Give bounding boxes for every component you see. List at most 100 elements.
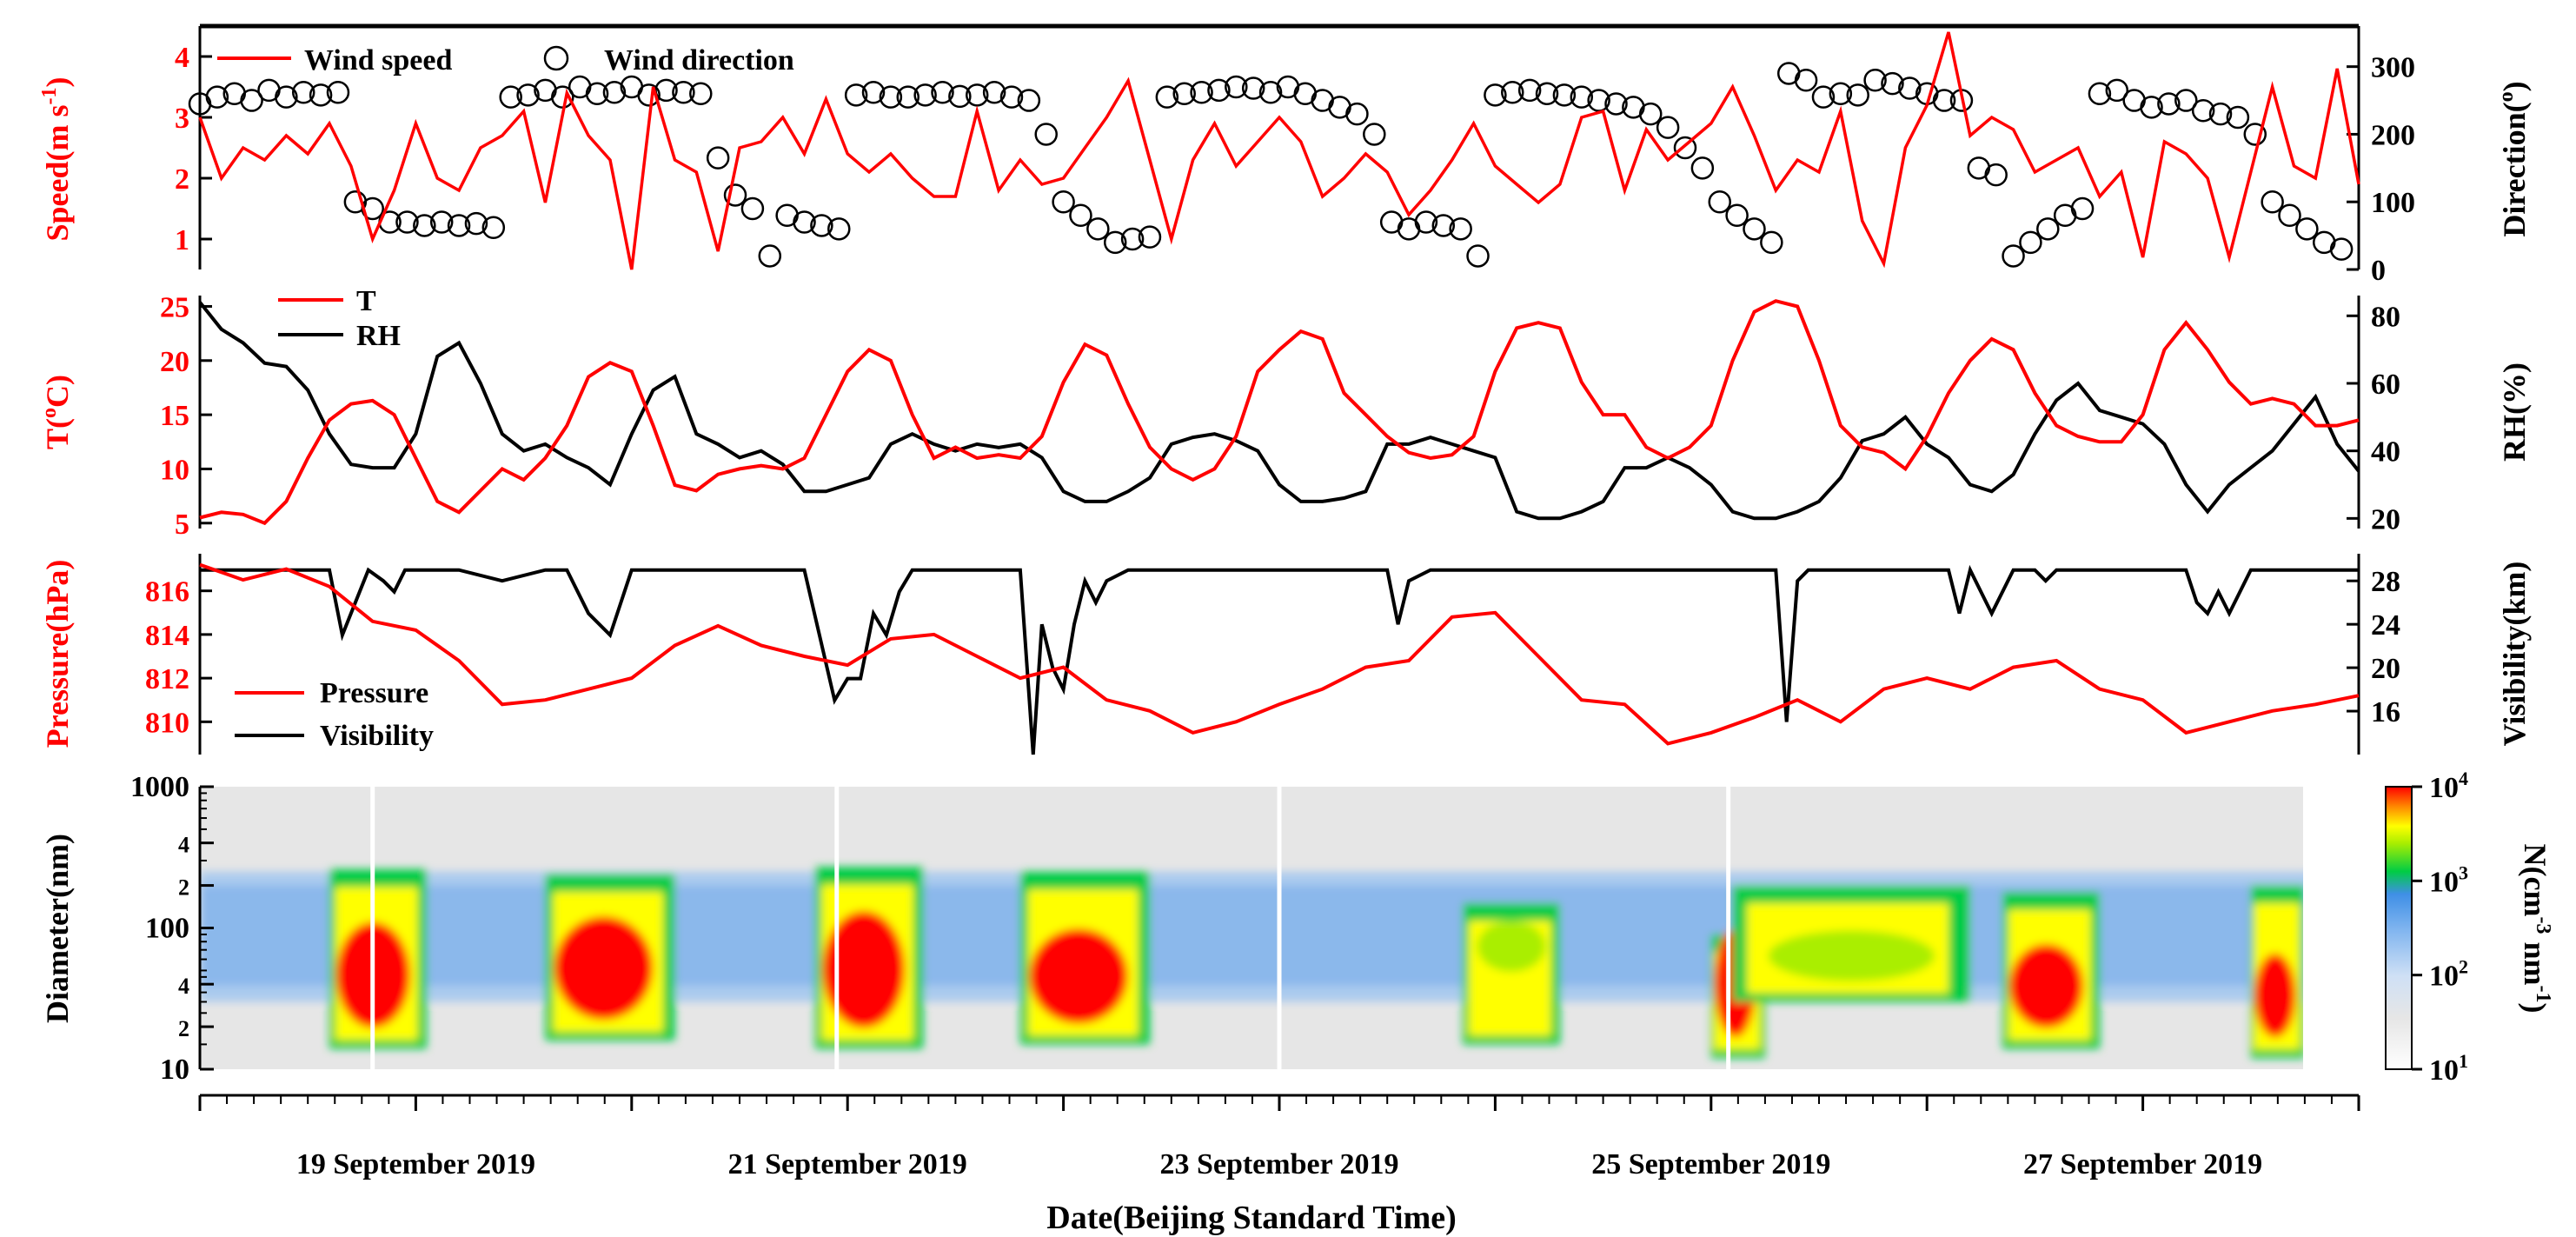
- diameter-tick-label: 4: [178, 833, 189, 858]
- wind-direction-point: [1535, 82, 1559, 106]
- panel-temperature-rh: 5 10 15 20 25 20 40 60 80 T RH T(oC) RH(%): [38, 285, 2532, 541]
- wind-direction-point: [1604, 92, 1628, 116]
- wind-direction-point: [2105, 78, 2129, 103]
- pressure-visibility-axes: 810 812 814 816 16 20 24 28: [145, 554, 2400, 755]
- rh-line: [198, 301, 2360, 521]
- wind-direction-point: [1708, 190, 1731, 214]
- wind-direction-point: [2036, 217, 2060, 241]
- date-tick-label: 23 September 2019: [1159, 1148, 1398, 1180]
- wind-direction-point: [861, 80, 886, 104]
- wind-direction-point: [1120, 227, 1145, 251]
- wind-direction-point: [793, 210, 816, 234]
- wind-direction-point: [1881, 71, 1904, 96]
- wind-direction-point: [1811, 85, 1836, 109]
- diameter-tick-label: 2: [178, 875, 189, 901]
- wind-direction-point: [602, 80, 627, 104]
- wind-direction-point: [1466, 244, 1490, 268]
- wind-direction-point: [672, 80, 695, 104]
- left-tick-label: 25: [160, 291, 189, 323]
- heatmap-cells: [200, 867, 2303, 1059]
- right-tick-label: 200: [2371, 119, 2415, 151]
- wind-direction-point: [723, 183, 747, 207]
- wind-direction-point: [1190, 80, 1213, 104]
- heatmap-gaps: [370, 787, 1731, 1069]
- wind-direction-point: [291, 80, 315, 104]
- legend-label-wind-direction: Wind direction: [604, 44, 794, 76]
- wind-left-axis-title: Speed(m s-1): [38, 76, 75, 241]
- wind-direction-point: [810, 214, 833, 237]
- wind-direction-point: [1794, 68, 1818, 92]
- event-lime: [1768, 930, 1935, 981]
- wind-direction-point: [896, 85, 920, 109]
- colorbar-scale: [2385, 786, 2413, 1070]
- colorbar-tick-label: 101: [2429, 1050, 2468, 1087]
- wind-direction-point: [827, 217, 851, 241]
- wind-direction-point: [395, 210, 419, 234]
- event-red: [554, 916, 654, 1021]
- event-red: [2008, 943, 2083, 1028]
- temp-left-axis-title: T(oC): [38, 375, 75, 449]
- wind-direction-point: [2019, 230, 2042, 255]
- event-red: [822, 910, 906, 1028]
- wind-direction-point: [2191, 98, 2215, 123]
- wind-direction-point: [1258, 80, 1283, 104]
- wind-legend: Wind speed Wind direction: [217, 44, 794, 76]
- legend-swatch-wind-direction: [543, 45, 569, 71]
- wind-axes: 1 2 3 4 0 100 200 300: [175, 26, 2415, 287]
- wind-direction-point: [240, 89, 263, 112]
- wind-direction-point: [2329, 237, 2354, 261]
- wind-direction-point: [706, 146, 730, 170]
- wind-direction-point: [1207, 78, 1231, 103]
- wind-speed-line: [198, 31, 2360, 270]
- left-tick-label: 5: [175, 509, 189, 541]
- left-tick-label: 2: [175, 163, 189, 196]
- wind-direction-point: [2174, 89, 2198, 112]
- wind-direction-point: [982, 80, 1006, 104]
- wind-direction-point: [2088, 82, 2112, 106]
- wind-direction-point: [326, 80, 350, 104]
- legend-label-t: T: [356, 285, 376, 317]
- event-red: [1029, 928, 1128, 1024]
- wind-direction-point: [1517, 78, 1542, 103]
- legend-label-rh: RH: [356, 320, 401, 352]
- diameter-tick-label: 100: [145, 913, 189, 945]
- pressure-line: [199, 562, 2360, 746]
- wind-direction-point: [1725, 203, 1749, 228]
- wind-direction-point: [2278, 203, 2301, 228]
- right-tick-label: 20: [2371, 503, 2400, 535]
- wind-right-axis-title: Direction(o): [2495, 81, 2532, 236]
- wind-direction-point: [1017, 89, 1041, 112]
- wind-direction-point: [637, 83, 661, 107]
- wind-direction-point: [1932, 89, 1956, 112]
- wind-direction-point: [2226, 105, 2250, 130]
- wind-direction-point: [1241, 76, 1265, 100]
- left-tick-label: 810: [145, 707, 189, 739]
- right-tick-label: 100: [2371, 187, 2415, 219]
- wind-direction-point: [1760, 230, 1783, 255]
- wind-direction-point: [1431, 214, 1456, 237]
- date-tick-label: 21 September 2019: [728, 1148, 967, 1180]
- right-tick-label: 60: [2371, 369, 2400, 401]
- colorbar-title: N(cm-3 nm-1): [2518, 844, 2554, 1014]
- left-tick-label: 15: [160, 400, 189, 432]
- wind-direction-point: [844, 83, 868, 107]
- right-tick-label: 40: [2371, 436, 2400, 469]
- wind-direction-point: [1984, 163, 2008, 187]
- temperature-line: [199, 299, 2360, 526]
- wind-direction-point: [275, 85, 298, 109]
- wind-direction-point: [413, 214, 436, 237]
- temp-rh-axes: 5 10 15 20 25 20 40 60 80: [160, 291, 2400, 540]
- colorbar-tick-label: 104: [2429, 768, 2468, 804]
- panel-pressure-visibility: 810 812 814 816 16 20 24 28 Pressure Visibility…: [40, 554, 2532, 755]
- diameter-tick-label: 10: [160, 1054, 189, 1086]
- right-tick-label: 0: [2371, 255, 2386, 287]
- wind-direction-point: [1449, 217, 1472, 241]
- wind-direction-point: [2002, 244, 2025, 268]
- wind-direction-point: [1172, 82, 1196, 106]
- temp-rh-legend: T RH: [278, 285, 401, 352]
- wind-direction-point: [1414, 210, 1438, 234]
- wind-direction-point: [1155, 85, 1179, 109]
- wind-direction-point: [1034, 123, 1058, 146]
- wind-direction-point: [1225, 75, 1248, 99]
